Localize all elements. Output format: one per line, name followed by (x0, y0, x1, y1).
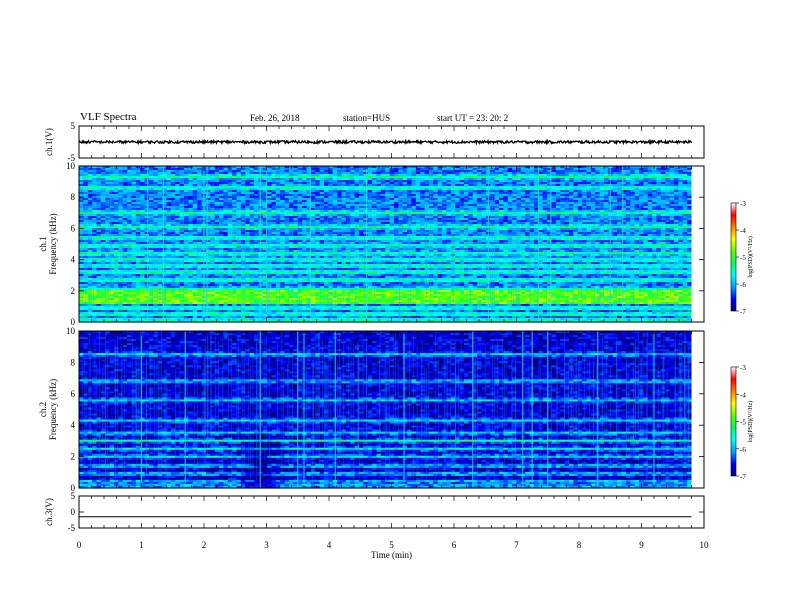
colorbar-tick-label: -5 (740, 419, 746, 427)
ch3-wave-ylabel: ch.3(V) (44, 498, 54, 526)
ch2-spec-ylabel: ch.2Frequency (kHz) (38, 379, 58, 440)
colorbar-tick-label: -7 (740, 473, 746, 481)
x-tick-label: 10 (700, 540, 710, 550)
ch1-spectrogram (79, 166, 704, 323)
ch1-spec-tick-label: 6 (71, 223, 76, 233)
x-tick-label: 1 (139, 540, 144, 550)
ch2-spectrogram (79, 331, 704, 489)
ch2-spec-tick-label: 8 (71, 357, 76, 367)
x-tick-label: 6 (452, 540, 457, 550)
colorbar-2 (730, 366, 737, 477)
ch1-spec-tick-label: 2 (71, 286, 76, 296)
colorbar-label: log(PSD)(V²/Hz) (747, 236, 754, 277)
colorbar-tick-label: -6 (740, 446, 746, 454)
ch2-spec-tick-label: 0 (71, 483, 76, 493)
x-tick-label: 7 (514, 540, 519, 550)
ch3-wave-tick-label: 5 (71, 491, 76, 501)
ch3-wave-tick-label: 0 (71, 507, 76, 517)
ch1-wave-ylabel: ch.1(V) (44, 128, 54, 156)
ch1-spec-tick-label: 0 (71, 317, 76, 327)
x-tick-label: 9 (639, 540, 644, 550)
colorbar-tick-label: -4 (740, 227, 746, 235)
ch2-spec-tick-label: 4 (71, 420, 76, 430)
x-tick-label: 2 (202, 540, 207, 550)
ch2-spec-tick-label: 6 (71, 389, 76, 399)
x-tick-label: 5 (389, 540, 394, 550)
ch2-spec-tick-label: 2 (71, 452, 76, 462)
x-tick-label: 8 (577, 540, 582, 550)
ch1-wave-tick-label: -5 (68, 153, 76, 163)
station-label: station=HUS (343, 113, 390, 123)
x-axis-label: Time (min) (371, 550, 412, 560)
colorbar-tick-label: -3 (740, 200, 746, 208)
chart-title: VLF Spectra (80, 111, 137, 123)
ch1-spec-tick-label: 10 (66, 161, 76, 171)
ch3-wave-tick-label: -5 (68, 523, 76, 533)
ch1-spec-tick-label: 8 (71, 192, 76, 202)
ch2-spec-tick-label: 10 (66, 326, 76, 336)
x-tick-label: 0 (77, 540, 82, 550)
start-time-label: start UT = 23: 20: 2 (437, 113, 508, 123)
ch1-wave-tick-label: 5 (71, 121, 76, 131)
colorbar-tick-label: -6 (740, 281, 746, 289)
ch1-spec-ylabel: ch.1Frequency (kHz) (38, 213, 58, 274)
colorbar-tick-label: -3 (740, 364, 746, 372)
date-label: Feb. 26, 2018 (250, 113, 300, 123)
ch1-spec-tick-label: 4 (71, 255, 76, 265)
colorbar-tick-label: -5 (740, 254, 746, 262)
colorbar-tick-label: -7 (740, 308, 746, 316)
colorbar-1 (730, 202, 737, 312)
ch1-waveform-line (78, 138, 693, 146)
colorbar-label: log(PSD)(V²/Hz) (747, 401, 754, 442)
x-tick-label: 3 (264, 540, 269, 550)
x-tick-label: 4 (327, 540, 332, 550)
colorbar-tick-label: -4 (740, 391, 746, 399)
